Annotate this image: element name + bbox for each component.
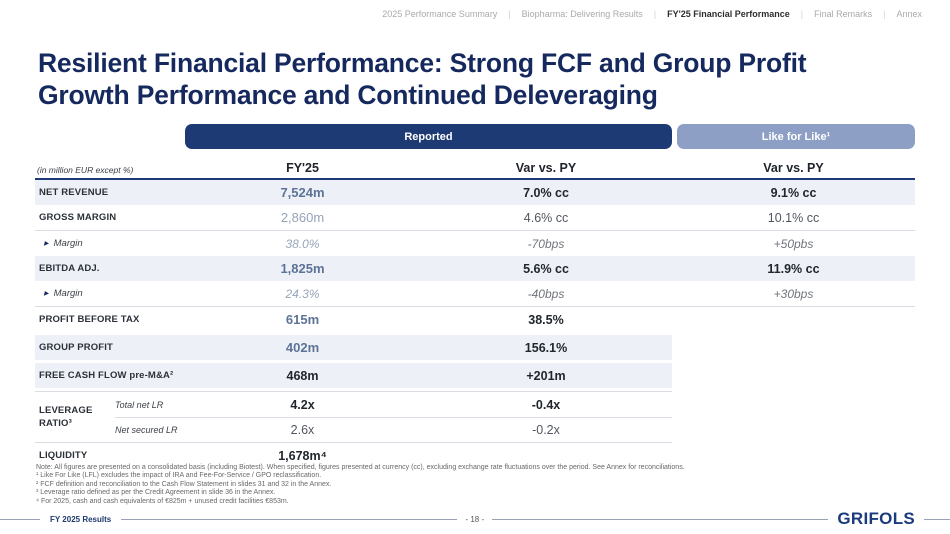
row-sublabel-text: Margin [53, 238, 83, 249]
footnote-4: ⁴ For 2025, cash and cash equivalents of… [36, 497, 289, 505]
row-value-var-reported: +201m [526, 368, 566, 383]
row-value-var-reported: 5.6% cc [523, 261, 569, 276]
row-divider [35, 306, 915, 307]
column-header-row: (in million EUR except %) FY'25 Var vs. … [35, 151, 915, 180]
table-row-net-revenue: NET REVENUE 7,524m 7.0% cc 9.1% cc [35, 180, 915, 205]
row-value-var-lfl: 10.1% cc [767, 210, 820, 225]
footer-rule [492, 518, 829, 520]
table-row-net-secured-lr: Net secured LR 2.6x -0.2x [115, 418, 915, 442]
row-value-var-reported: 4.6% cc [523, 210, 569, 225]
section-nav: 2025 Performance Summary | Biopharma: De… [382, 9, 922, 19]
table-row-free-cash-flow: FREE CASH FLOW pre-M&A² 468m +201m [35, 363, 915, 388]
column-header-fy25: FY'25 [286, 161, 319, 175]
row-label: NET REVENUE [39, 187, 109, 198]
row-value-fy25: 2.6x [290, 423, 315, 437]
row-label: PROFIT BEFORE TAX [39, 314, 140, 325]
unit-note: (in million EUR except %) [37, 165, 134, 175]
row-value-var-reported: -70bps [527, 236, 565, 251]
row-value-fy25: 402m [285, 340, 320, 355]
page-number: - 18 - [465, 514, 485, 524]
column-group-reported: Reported [185, 124, 672, 149]
row-value-var-reported: -0.4x [531, 398, 561, 412]
triangle-bullet-icon: ▶ [44, 290, 49, 297]
page-title-line1: Resilient Financial Performance: Strong … [38, 48, 807, 78]
row-divider [35, 391, 672, 392]
table-row-liquidity: LIQUIDITY 1,678m⁴ [35, 443, 915, 468]
row-value-var-reported: 7.0% cc [523, 185, 569, 200]
footnote-general: Note: All figures are presented on a con… [36, 464, 685, 471]
column-group-like-for-like: Like for Like¹ [677, 124, 915, 149]
row-value-fy25: 2,860m [280, 210, 325, 225]
column-header-var-reported: Var vs. PY [515, 161, 577, 175]
row-value-fy25: 1,678m⁴ [278, 448, 327, 463]
row-label: GROUP PROFIT [39, 342, 113, 353]
row-value-fy25: 7,524m [280, 185, 325, 200]
row-label: LIQUIDITY [39, 450, 88, 461]
column-header-var-lfl: Var vs. PY [763, 161, 824, 175]
row-divider [115, 417, 672, 418]
row-value-fy25: 38.0% [285, 236, 320, 251]
row-sublabel: Net secured LR [115, 425, 178, 435]
row-sublabel: ▶ Margin [35, 238, 185, 249]
footer-deck-title: FY 2025 Results [50, 514, 112, 524]
triangle-bullet-icon: ▶ [44, 240, 49, 247]
row-divider [35, 442, 672, 443]
footnotes: Note: All figures are presented on a con… [36, 464, 685, 506]
nav-item-annex[interactable]: Annex [896, 9, 922, 19]
row-value-var-lfl: +50pbs [773, 236, 814, 251]
nav-separator: | [653, 9, 657, 19]
row-value-fy25: 1,825m [280, 261, 325, 276]
row-sublabel: ▶ Margin [35, 288, 185, 299]
row-value-fy25: 4.2x [290, 398, 315, 412]
page-title-line2: Growth Performance and Continued Delever… [38, 79, 658, 110]
footer-rule [0, 518, 40, 520]
table-row-group-profit: GROUP PROFIT 402m 156.1% [35, 335, 915, 360]
table-row-total-net-lr: Total net LR 4.2x -0.4x [115, 393, 915, 417]
row-value-fy25: 24.3% [285, 286, 320, 301]
row-label: LEVERAGE RATIO³ [39, 405, 93, 429]
footnote-1: ¹ Like For Like (LFL) excludes the impac… [36, 472, 322, 480]
row-sublabel: Total net LR [115, 400, 164, 410]
column-group-header: Reported Like for Like¹ [35, 124, 915, 149]
leverage-sub-rows: Total net LR 4.2x -0.4x Net secured LR 2… [115, 393, 915, 442]
nav-separator: | [883, 9, 886, 19]
row-value-fy25: 615m [285, 312, 320, 327]
footer-rule [121, 518, 458, 520]
nav-item-fy25-financial-performance[interactable]: FY'25 Financial Performance [667, 9, 790, 19]
row-sublabel-text: Margin [53, 288, 83, 299]
financial-table: Reported Like for Like¹ (in million EUR … [35, 124, 915, 468]
nav-item-final-remarks[interactable]: Final Remarks [814, 9, 873, 19]
table-row-gross-margin: GROSS MARGIN 2,860m 4.6% cc 10.1% cc [35, 205, 915, 230]
table-row-ebitda-adj: EBITDA ADJ. 1,825m 5.6% cc 11.9% cc [35, 256, 915, 281]
table-row-ebitda-margin-pct: ▶ Margin 24.3% -40bps +30bps [35, 281, 915, 306]
footnote-3: ³ Leverage ratio defined as per the Cred… [36, 489, 276, 497]
footer-rule [924, 518, 950, 520]
nav-separator: | [800, 9, 804, 19]
row-value-fy25: 468m [286, 368, 319, 383]
row-divider [35, 230, 915, 231]
nav-item-2025-performance-summary[interactable]: 2025 Performance Summary [382, 9, 498, 19]
row-value-var-reported: 156.1% [524, 340, 568, 355]
row-value-var-lfl: +30bps [773, 286, 814, 301]
row-value-var-reported: -0.2x [532, 423, 560, 437]
row-label: EBITDA ADJ. [39, 263, 100, 274]
grifols-logo: GRIFOLS [837, 509, 916, 528]
row-label: FREE CASH FLOW pre-M&A² [39, 370, 174, 381]
row-value-var-reported: -40bps [527, 286, 565, 301]
row-value-var-reported: 38.5% [528, 312, 564, 327]
row-value-var-lfl: 11.9% cc [767, 261, 820, 276]
slide-footer: FY 2025 Results - 18 - GRIFOLS [0, 509, 950, 529]
table-row-leverage-ratio: LEVERAGE RATIO³ Total net LR 4.2x -0.4x … [35, 393, 915, 442]
table-row-gross-margin-pct: ▶ Margin 38.0% -70bps +50pbs [35, 231, 915, 256]
row-label: GROSS MARGIN [39, 212, 117, 223]
page-title: Resilient Financial Performance: Strong … [38, 48, 807, 112]
table-row-profit-before-tax: PROFIT BEFORE TAX 615m 38.5% [35, 307, 915, 332]
nav-separator: | [508, 9, 511, 19]
nav-item-biopharma-delivering-results[interactable]: Biopharma: Delivering Results [521, 9, 643, 19]
row-value-var-lfl: 9.1% cc [770, 185, 817, 200]
footnote-2: ² FCF definition and reconciliation to t… [36, 480, 332, 488]
column-group-spacer [35, 124, 185, 149]
